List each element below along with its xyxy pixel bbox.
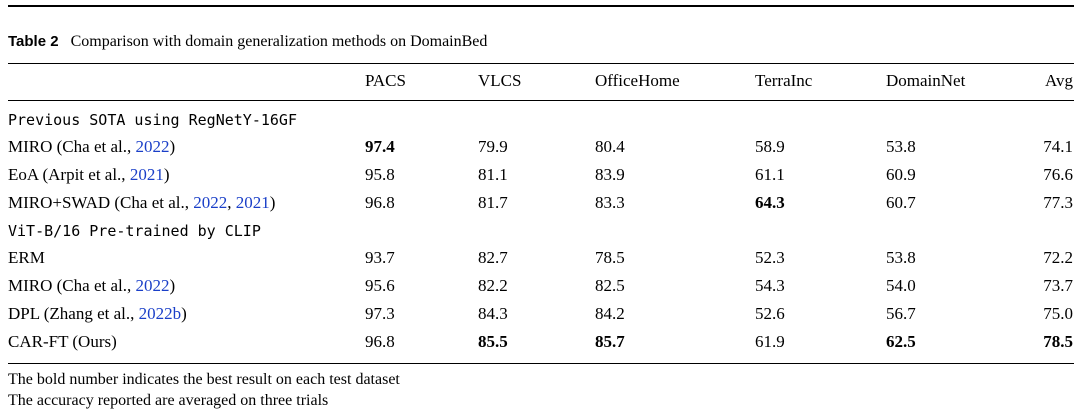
value-cell: 75.0: [1043, 304, 1073, 323]
method-text: ,: [227, 193, 236, 212]
value-cell: 97.3: [365, 304, 395, 323]
citation-link[interactable]: 2022: [193, 193, 228, 212]
value-cell: 56.7: [886, 304, 916, 323]
value-cell: 54.0: [886, 276, 916, 295]
method-name: CAR-FT (Ours): [8, 332, 117, 352]
value-cell: 58.9: [755, 137, 785, 156]
value-cell: 96.8: [365, 332, 395, 351]
column-header: OfficeHome: [595, 71, 680, 90]
table-label: Table 2: [8, 33, 59, 50]
method-name: MIRO+SWAD (Cha et al., 2022, 2021): [8, 193, 275, 213]
value-cell: 82.5: [595, 276, 625, 295]
value-cell: 60.9: [886, 165, 916, 184]
value-cell: 52.6: [755, 304, 785, 323]
value-cell: 62.5: [886, 332, 916, 351]
method-name: EoA (Arpit et al., 2021): [8, 165, 169, 185]
citation-link[interactable]: 2022: [135, 137, 170, 156]
column-header: VLCS: [478, 71, 522, 90]
method-name: DPL (Zhang et al., 2022b): [8, 304, 187, 324]
value-cell: 83.3: [595, 193, 625, 212]
value-cell: 85.7: [595, 332, 625, 351]
method-name: MIRO (Cha et al., 2022): [8, 276, 175, 296]
bottom-rule: [8, 363, 1074, 364]
value-cell: 95.8: [365, 165, 395, 184]
method-text: ): [169, 276, 176, 295]
method-name: MIRO (Cha et al., 2022): [8, 137, 175, 157]
value-cell: 84.3: [478, 304, 508, 323]
top-rule: [8, 5, 1074, 7]
value-cell: 81.7: [478, 193, 508, 212]
value-cell: 60.7: [886, 193, 916, 212]
value-cell: 53.8: [886, 137, 916, 156]
method-text: DPL (Zhang et al.,: [8, 304, 139, 323]
value-cell: 78.5: [595, 248, 625, 267]
value-cell: 82.7: [478, 248, 508, 267]
method-text: ): [269, 193, 276, 212]
group-title: Previous SOTA using RegNetY-16GF: [8, 111, 297, 129]
value-cell: 77.3: [1043, 193, 1073, 212]
method-text: ): [163, 165, 170, 184]
citation-link[interactable]: 2021: [235, 193, 270, 212]
citation-link[interactable]: 2021: [129, 165, 164, 184]
value-cell: 72.2: [1043, 248, 1073, 267]
value-cell: 64.3: [755, 193, 785, 212]
value-cell: 84.2: [595, 304, 625, 323]
citation-link[interactable]: 2022b: [138, 304, 182, 323]
value-cell: 53.8: [886, 248, 916, 267]
method-text: ERM: [8, 248, 45, 267]
value-cell: 61.9: [755, 332, 785, 351]
method-text: ): [181, 304, 187, 323]
method-name: ERM: [8, 248, 45, 268]
value-cell: 82.2: [478, 276, 508, 295]
value-cell: 61.1: [755, 165, 785, 184]
caption-rule: [8, 63, 1074, 64]
value-cell: 93.7: [365, 248, 395, 267]
table-caption: Table 2 Comparison with domain generaliz…: [8, 33, 487, 51]
table-caption-text: Comparison with domain generalization me…: [70, 33, 488, 50]
table-note-bold: The bold number indicates the best resul…: [8, 371, 400, 388]
method-text: CAR-FT (Ours): [8, 332, 117, 351]
value-cell: 76.6: [1043, 165, 1073, 184]
value-cell: 73.7: [1043, 276, 1073, 295]
column-header: DomainNet: [886, 71, 966, 90]
value-cell: 54.3: [755, 276, 785, 295]
value-cell: 79.9: [478, 137, 508, 156]
method-text: MIRO (Cha et al.,: [8, 137, 136, 156]
column-header: Avg: [1044, 71, 1073, 90]
method-text: ): [169, 137, 176, 156]
method-text: EoA (Arpit et al.,: [8, 165, 130, 184]
header-rule: [8, 100, 1074, 101]
citation-link[interactable]: 2022: [135, 276, 170, 295]
value-cell: 85.5: [478, 332, 508, 351]
method-text: MIRO+SWAD (Cha et al.,: [8, 193, 194, 212]
column-header: PACS: [365, 71, 406, 90]
value-cell: 81.1: [478, 165, 508, 184]
method-text: MIRO (Cha et al.,: [8, 276, 136, 295]
value-cell: 83.9: [595, 165, 625, 184]
value-cell: 80.4: [595, 137, 625, 156]
value-cell: 97.4: [365, 137, 395, 156]
value-cell: 78.5: [1043, 332, 1073, 351]
column-header: TerraInc: [755, 71, 813, 90]
group-title: ViT-B/16 Pre-trained by CLIP: [8, 222, 261, 240]
value-cell: 74.1: [1043, 137, 1073, 156]
table-note-trials: The accuracy reported are averaged on th…: [8, 392, 329, 409]
value-cell: 95.6: [365, 276, 395, 295]
value-cell: 96.8: [365, 193, 395, 212]
value-cell: 52.3: [755, 248, 785, 267]
